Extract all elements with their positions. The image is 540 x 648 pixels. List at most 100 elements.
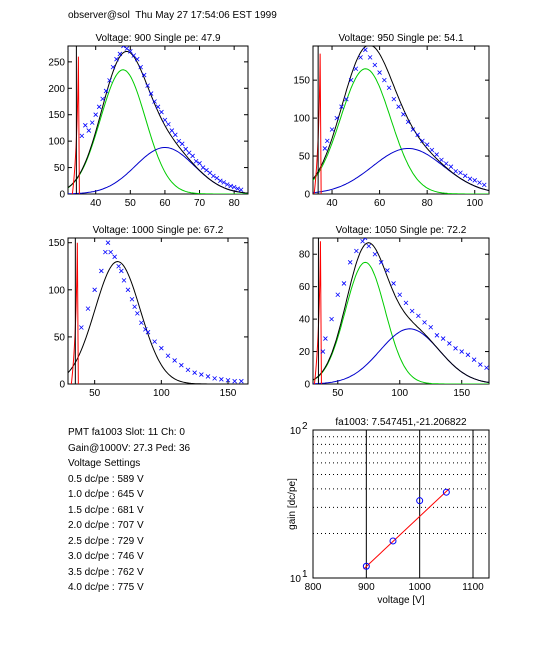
data-point bbox=[134, 56, 140, 62]
data-point bbox=[478, 362, 483, 367]
data-point bbox=[117, 51, 123, 57]
data-point bbox=[344, 96, 349, 102]
data-point bbox=[453, 168, 458, 174]
marker-stroke bbox=[416, 313, 421, 319]
data-point bbox=[405, 119, 411, 125]
marker-stroke bbox=[122, 46, 126, 49]
marker-stroke bbox=[239, 378, 244, 384]
plot-area bbox=[68, 238, 248, 384]
x-tick-label: 60 bbox=[374, 198, 386, 209]
data-point bbox=[107, 78, 112, 83]
marker-stroke bbox=[99, 268, 104, 274]
data-point bbox=[429, 147, 435, 153]
data-point bbox=[99, 268, 104, 274]
data-point bbox=[225, 377, 231, 383]
data-point bbox=[458, 170, 463, 176]
x-tick-label: 60 bbox=[159, 198, 171, 209]
x-tick-label: 100 bbox=[466, 198, 483, 209]
marker-stroke bbox=[231, 184, 237, 190]
marker-stroke bbox=[415, 132, 420, 138]
data-point bbox=[353, 66, 359, 72]
marker-stroke bbox=[453, 168, 458, 174]
data-point bbox=[422, 320, 427, 325]
marker-stroke bbox=[108, 249, 113, 255]
marker-stroke bbox=[428, 324, 434, 330]
x-tick-label: 150 bbox=[453, 388, 470, 399]
data-point bbox=[139, 320, 144, 326]
data-point bbox=[363, 47, 368, 53]
data-point bbox=[190, 153, 195, 159]
data-point bbox=[193, 158, 199, 164]
marker-stroke bbox=[322, 146, 328, 151]
data-point bbox=[472, 178, 478, 183]
marker-stroke bbox=[110, 64, 116, 70]
settings-item: 3.5 dc/pe : 762 V bbox=[68, 566, 144, 578]
marker-stroke bbox=[429, 147, 435, 153]
marker-stroke bbox=[185, 367, 191, 373]
y-tick-label: 150 bbox=[48, 110, 65, 121]
pmt-line: PMT fa1003 Slot: 11 Ch: 0 bbox=[68, 427, 185, 438]
data-point bbox=[183, 146, 188, 152]
gain-point bbox=[416, 497, 424, 505]
marker-stroke bbox=[143, 327, 148, 332]
x-tick-label: 40 bbox=[90, 198, 102, 209]
chart-panel-3: Voltage: 1000 Single pe: 67.2 50 100 150 0 50… bbox=[48, 225, 249, 399]
data-point bbox=[238, 187, 244, 193]
data-point bbox=[428, 324, 434, 330]
data-point bbox=[96, 104, 102, 110]
data-point bbox=[335, 292, 341, 298]
data-point bbox=[185, 367, 191, 373]
data-point bbox=[132, 304, 137, 310]
data-point bbox=[173, 132, 178, 138]
gaussian-1pe-curve bbox=[313, 261, 489, 384]
marker-stroke bbox=[448, 164, 454, 169]
data-point bbox=[453, 346, 458, 351]
data-point bbox=[329, 316, 334, 322]
data-point bbox=[439, 157, 444, 163]
marker-stroke bbox=[353, 66, 359, 72]
marker-stroke bbox=[183, 146, 188, 152]
gaussian-2pe-curve bbox=[313, 148, 489, 194]
plot-area bbox=[313, 238, 489, 384]
marker-stroke bbox=[219, 377, 224, 382]
data-point bbox=[362, 238, 368, 241]
y-tick-label: 0 bbox=[304, 190, 310, 201]
marker-stroke bbox=[372, 251, 378, 257]
marker-stroke bbox=[134, 56, 140, 62]
data-point bbox=[382, 77, 387, 83]
data-point bbox=[481, 182, 487, 188]
data-point bbox=[79, 133, 85, 139]
marker-stroke bbox=[112, 254, 117, 260]
data-point bbox=[378, 260, 384, 265]
y-tick-label: 40 bbox=[299, 315, 311, 326]
marker-stroke bbox=[334, 115, 340, 121]
marker-stroke bbox=[459, 349, 465, 354]
marker-stroke bbox=[478, 362, 483, 367]
marker-stroke bbox=[358, 55, 363, 60]
x-tick-label: 100 bbox=[391, 388, 408, 399]
marker-stroke bbox=[439, 157, 444, 163]
marker-stroke bbox=[410, 127, 416, 132]
marker-stroke bbox=[125, 287, 131, 293]
marker-stroke bbox=[221, 180, 227, 185]
marker-stroke bbox=[159, 345, 164, 351]
x-tick-label: 50 bbox=[125, 198, 137, 209]
data-point bbox=[152, 339, 157, 344]
data-point bbox=[172, 358, 177, 363]
marker-stroke bbox=[207, 170, 213, 176]
marker-stroke bbox=[364, 238, 368, 241]
data-point bbox=[322, 146, 328, 151]
marker-stroke bbox=[89, 120, 95, 125]
data-point bbox=[121, 46, 126, 49]
data-point bbox=[218, 178, 223, 184]
marker-stroke bbox=[378, 260, 384, 265]
data-point bbox=[360, 238, 365, 244]
marker-stroke bbox=[105, 240, 111, 245]
data-point bbox=[166, 121, 171, 127]
marker-stroke bbox=[484, 365, 489, 371]
marker-stroke bbox=[403, 300, 409, 306]
marker-stroke bbox=[434, 152, 439, 157]
marker-stroke bbox=[152, 339, 157, 344]
chart-title: Voltage: 900 Single pe: 47.9 bbox=[95, 33, 221, 44]
settings-item: 0.5 dc/pe : 589 V bbox=[68, 473, 144, 485]
